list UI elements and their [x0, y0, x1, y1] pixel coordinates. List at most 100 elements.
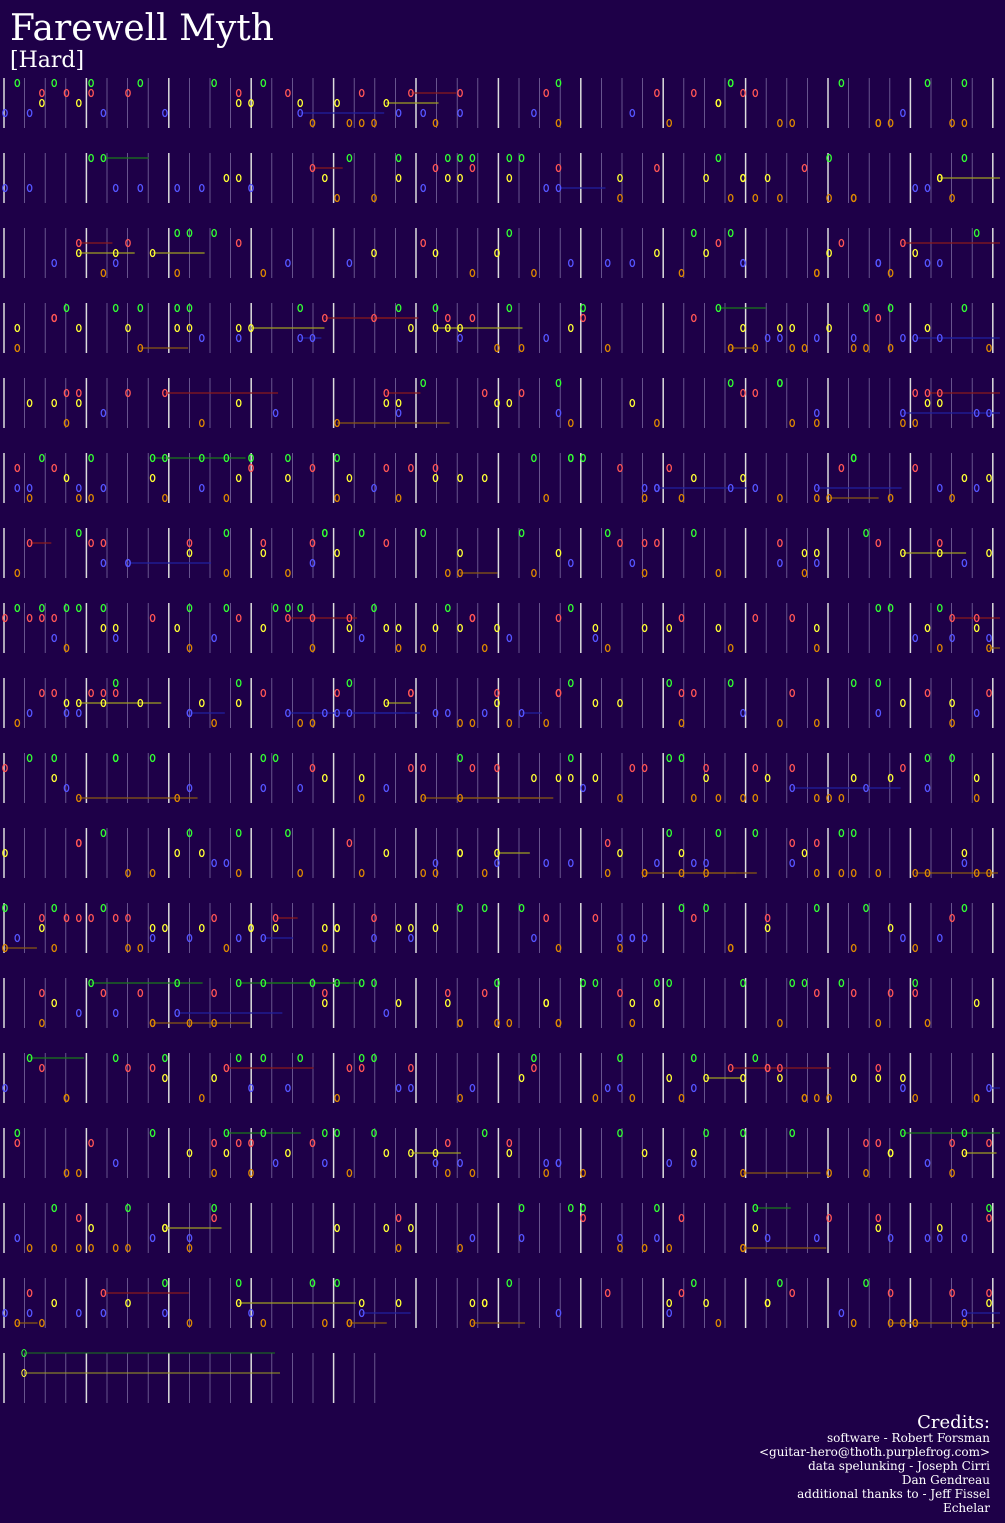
note: [826, 493, 832, 503]
note: [690, 88, 697, 98]
note: [408, 463, 414, 473]
note: [162, 493, 168, 503]
note: [813, 1093, 820, 1103]
note: [617, 1083, 623, 1093]
note: [727, 78, 734, 88]
note: [617, 173, 623, 183]
note: [666, 828, 673, 838]
note: [395, 623, 402, 633]
note: [641, 568, 648, 578]
note: [789, 838, 796, 848]
note: [887, 1288, 894, 1298]
note: [900, 418, 906, 428]
note: [654, 88, 660, 98]
note: [801, 978, 808, 988]
note: [100, 688, 107, 698]
note: [752, 388, 759, 398]
note: [174, 848, 181, 858]
note: [715, 623, 722, 633]
note: [100, 623, 107, 633]
note: [420, 763, 427, 773]
note: [51, 753, 58, 763]
note: [235, 828, 242, 838]
note: [580, 313, 586, 323]
note: [88, 1138, 94, 1148]
note: [457, 173, 463, 183]
note: [211, 1168, 217, 1178]
note: [617, 1243, 623, 1253]
note: [346, 118, 353, 128]
note: [900, 1083, 906, 1093]
note: [297, 98, 304, 108]
note: [444, 1168, 451, 1178]
note: [14, 463, 21, 473]
note: [494, 1018, 500, 1028]
note: [334, 1128, 340, 1138]
note: [850, 333, 857, 343]
note: [543, 1168, 550, 1178]
note: [309, 463, 316, 473]
note: [777, 538, 783, 548]
note: [358, 633, 365, 643]
note: [887, 493, 894, 503]
note: [420, 643, 427, 653]
note: [936, 538, 943, 548]
note: [125, 388, 131, 398]
note: [321, 998, 328, 1008]
note: [39, 1063, 45, 1073]
note: [51, 78, 58, 88]
note: [531, 568, 537, 578]
note: [63, 473, 70, 483]
note: [371, 603, 377, 613]
note: [617, 988, 623, 998]
note: [555, 78, 562, 88]
note: [629, 258, 636, 268]
note: [924, 258, 931, 268]
note: [900, 1073, 906, 1083]
note: [149, 1233, 156, 1243]
note: [383, 388, 390, 398]
note: [690, 793, 697, 803]
note: [813, 418, 820, 428]
note: [567, 773, 574, 783]
note: [88, 153, 94, 163]
note: [162, 453, 168, 463]
note: [309, 718, 316, 728]
note: [358, 528, 365, 538]
note: [690, 313, 697, 323]
note: [75, 1168, 82, 1178]
note: [727, 228, 734, 238]
note: [63, 1093, 70, 1103]
note: [2, 108, 8, 118]
note: [408, 1083, 414, 1093]
note: [555, 1018, 562, 1028]
note: [777, 1278, 783, 1288]
note: [813, 793, 820, 803]
note: [518, 343, 525, 353]
note: [100, 988, 107, 998]
note: [149, 868, 156, 878]
note: [813, 483, 820, 493]
note: [678, 848, 685, 858]
note: [444, 988, 451, 998]
note: [223, 493, 230, 503]
note: [949, 493, 955, 503]
note: [26, 1288, 33, 1298]
note: [112, 623, 119, 633]
note: [727, 1063, 734, 1073]
note: [740, 388, 746, 398]
note: [924, 398, 931, 408]
note: [211, 718, 217, 728]
note: [420, 868, 427, 878]
note: [813, 1233, 820, 1243]
note: [186, 643, 193, 653]
note: [924, 1233, 931, 1243]
note: [395, 1083, 402, 1093]
note: [481, 1128, 488, 1138]
note: [248, 923, 254, 933]
note: [235, 613, 242, 623]
note: [2, 613, 8, 623]
note: [678, 718, 685, 728]
note: [518, 528, 525, 538]
note: [703, 763, 709, 773]
